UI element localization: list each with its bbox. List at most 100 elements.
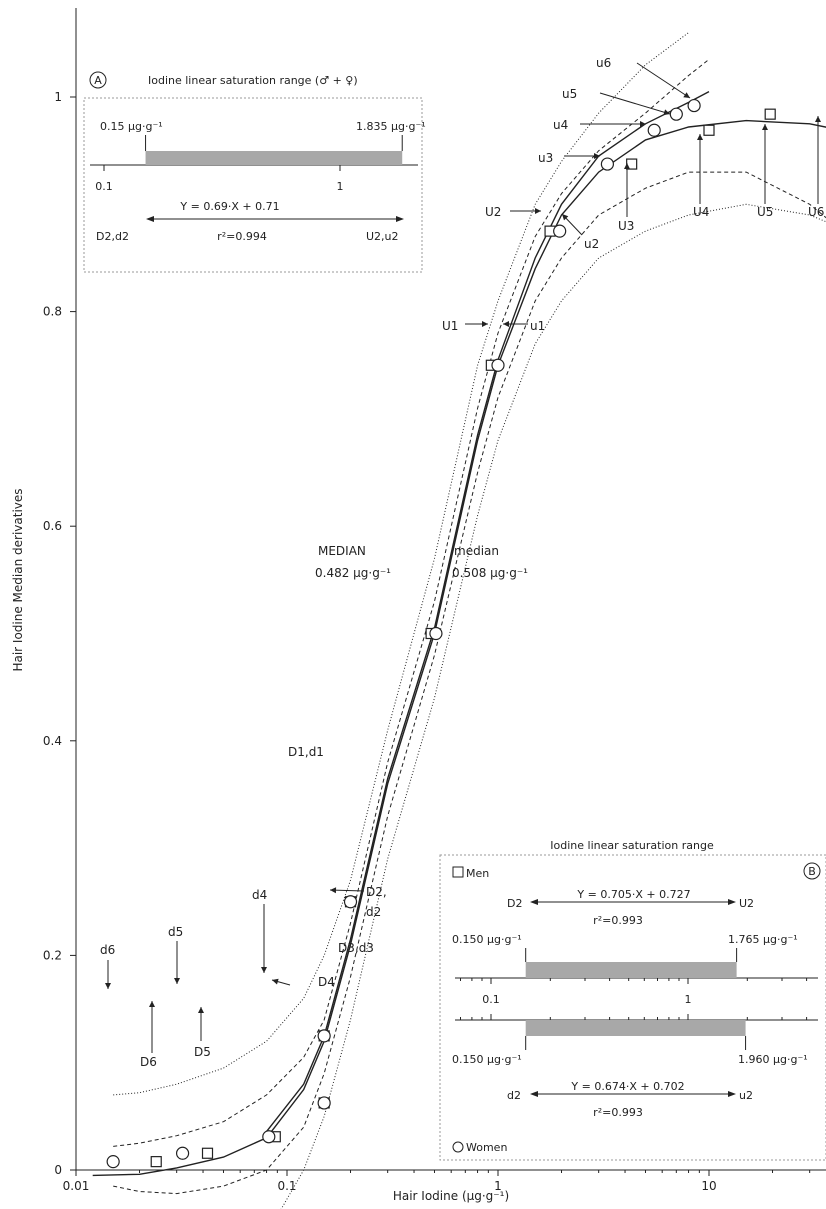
annotation-arrowhead — [697, 134, 703, 140]
marker-men-D5 — [201, 1147, 214, 1159]
marker-women-median — [429, 626, 443, 641]
inset-a: A Iodine linear saturation range (♂ + ♀)… — [83, 71, 426, 273]
label-U6: U6 — [808, 205, 824, 219]
label-U4: U4 — [693, 205, 709, 219]
point-annotations: MEDIAN 0.482 µg·g⁻¹ median 0.508 µg·g⁻¹ … — [100, 56, 824, 1069]
inset-a-low-label: 0.15 µg·g⁻¹ — [100, 120, 163, 133]
y-axis-label: Hair Iodine Median derivatives — [11, 488, 25, 671]
x-tick-label: 1 — [494, 1179, 502, 1193]
label-u2: u2 — [584, 237, 599, 251]
inset-b-ticks — [459, 948, 808, 1050]
annotation-arrowhead — [562, 214, 569, 221]
inset-b-women-r2: r²=0.993 — [593, 1106, 643, 1119]
curve-solid — [92, 119, 826, 1177]
annotation-arrowhead — [624, 163, 630, 169]
label-D2: D2, — [366, 885, 387, 899]
inset-a-r2: r²=0.994 — [217, 230, 267, 243]
inset-b-badge-circle — [803, 862, 821, 880]
label-d5: d5 — [168, 925, 183, 939]
inset-a-ticks — [103, 135, 403, 171]
inset-b-women-arrowhead-right — [728, 1091, 736, 1097]
label-U1: U1 — [442, 319, 458, 333]
inset-a-arrowhead-right — [396, 216, 404, 222]
x-tick-label: 0.1 — [277, 1179, 296, 1193]
curve-dashed — [113, 171, 826, 1195]
y-tick-label: 0 — [54, 1163, 62, 1177]
marker-women-d1 — [343, 895, 358, 909]
y-ticks: 0 0.2 0.4 0.6 0.8 1 — [43, 90, 76, 1177]
annotation-arrowhead — [594, 153, 600, 159]
inset-b-badge: B — [808, 865, 816, 878]
annotation-arrowhead — [198, 1007, 204, 1013]
label-u6: u6 — [596, 56, 611, 70]
median-women-value: 0.508 µg·g⁻¹ — [452, 566, 528, 580]
inset-a-left-label: D2,d2 — [96, 230, 129, 243]
annotation-arrowhead — [261, 967, 267, 973]
inset-b-women-arrowhead-left — [530, 1091, 538, 1097]
inset-a-tick-1: 1 — [337, 180, 344, 193]
x-tick-label: 10 — [701, 1179, 716, 1193]
y-tick-label: 0.6 — [43, 519, 62, 533]
marker-women-u2 — [553, 224, 567, 238]
x-tick-label: 0.01 — [63, 1179, 90, 1193]
y-tick-label: 0.2 — [43, 948, 62, 962]
annotation-arrows — [105, 62, 821, 1053]
inset-b-box — [439, 854, 826, 1161]
inset-a-arrowhead-left — [146, 216, 154, 222]
marker-men-U5 — [764, 108, 776, 120]
median-men-value: 0.482 µg·g⁻¹ — [315, 566, 391, 580]
label-U2: U2 — [485, 205, 501, 219]
label-D1d1: D1,d1 — [288, 745, 324, 759]
marker-women-u3 — [600, 157, 615, 171]
label-D5: D5 — [194, 1045, 211, 1059]
inset-b-men-left-label: D2 — [507, 897, 522, 910]
annotation-arrowhead — [640, 121, 646, 127]
inset-b-women-right-label: u2 — [739, 1089, 753, 1102]
marker-women-u6 — [687, 98, 701, 113]
annotation-arrowhead — [762, 124, 768, 130]
x-axis-label: Hair Iodine (µg·g⁻¹) — [393, 1189, 509, 1203]
inset-b-tick-1: 1 — [685, 993, 692, 1006]
inset-a-equation: Y = 0.69·X + 0.71 — [179, 200, 279, 213]
inset-b-men-low-label: 0.150 µg·g⁻¹ — [452, 933, 522, 946]
curve-solid — [266, 90, 710, 1132]
label-U3: U3 — [618, 219, 634, 233]
marker-women-d3 — [317, 1096, 331, 1110]
inset-b-women-equation: Y = 0.674·X + 0.702 — [570, 1080, 684, 1093]
marker-women-d5 — [175, 1146, 190, 1160]
marker-women-d6 — [106, 1155, 120, 1169]
annotation-arrowhead — [482, 321, 488, 327]
inset-b-women-left-label: d2 — [507, 1089, 521, 1102]
label-u5: u5 — [562, 87, 577, 101]
inset-a-box — [83, 97, 423, 273]
inset-b: Iodine linear saturation range B Men D2 … — [439, 839, 826, 1161]
y-tick-label: 0.4 — [43, 734, 62, 748]
marker-women-u1 — [491, 358, 505, 372]
inset-b-tick-0: 0.1 — [482, 993, 500, 1006]
annotation-arrowhead — [535, 208, 541, 214]
inset-b-women-high-label: 1.960 µg·g⁻¹ — [738, 1053, 808, 1066]
marker-women-d4 — [262, 1130, 276, 1144]
label-d6: d6 — [100, 943, 115, 957]
label-d2: d2 — [366, 905, 381, 919]
label-u1: u1 — [530, 319, 545, 333]
inset-b-men-equation: Y = 0.705·X + 0.727 — [576, 888, 690, 901]
label-u4: u4 — [553, 118, 568, 132]
annotation-arrowhead — [149, 1001, 155, 1007]
annotation-arrowhead — [815, 116, 821, 122]
inset-a-badge: A — [94, 74, 102, 87]
marker-men-U4 — [703, 124, 715, 136]
inset-b-men-high-label: 1.765 µg·g⁻¹ — [728, 933, 798, 946]
legend-men-square — [452, 866, 464, 878]
legend-women-circle — [452, 1141, 464, 1153]
curve-dotted — [280, 203, 826, 1209]
median-men-label: MEDIAN — [318, 544, 366, 558]
y-tick-label: 1 — [54, 90, 62, 104]
label-U5: U5 — [757, 205, 773, 219]
legend-women-label: Women — [466, 1141, 507, 1154]
inset-a-badge-circle — [89, 71, 107, 89]
inset-b-men-right-label: U2 — [739, 897, 754, 910]
inset-a-tick-0: 0.1 — [95, 180, 113, 193]
annotation-arrowhead — [330, 887, 337, 894]
